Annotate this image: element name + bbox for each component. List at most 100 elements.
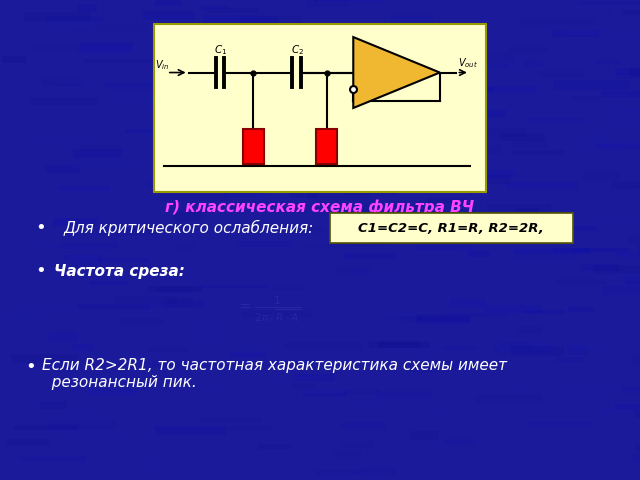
Bar <box>332 449 361 457</box>
Bar <box>499 342 531 347</box>
Bar <box>65 435 124 440</box>
Bar <box>597 60 619 64</box>
Bar <box>292 178 327 182</box>
Bar <box>416 183 465 188</box>
Bar <box>346 238 388 247</box>
Bar <box>190 63 250 71</box>
Bar <box>155 0 182 6</box>
Bar <box>143 11 195 21</box>
Bar <box>500 132 545 142</box>
Bar <box>509 47 548 53</box>
Bar <box>637 245 640 254</box>
Text: $R_1$: $R_1$ <box>249 142 262 156</box>
Bar <box>556 358 584 362</box>
Bar <box>615 404 640 408</box>
Bar <box>568 346 588 355</box>
Bar <box>412 223 473 228</box>
Bar <box>172 173 214 180</box>
Bar <box>152 361 222 367</box>
Bar <box>193 336 214 343</box>
Bar <box>193 116 241 121</box>
Bar <box>478 128 527 137</box>
Bar <box>379 35 410 42</box>
Bar <box>292 96 323 103</box>
Bar <box>90 281 128 285</box>
Bar <box>526 311 565 314</box>
Bar <box>295 374 335 381</box>
Bar <box>67 254 99 261</box>
Bar <box>392 433 411 441</box>
Bar <box>68 408 102 413</box>
Bar <box>353 204 423 211</box>
Bar <box>449 299 486 308</box>
Bar <box>616 72 640 79</box>
Bar <box>45 166 79 173</box>
Bar <box>225 191 266 197</box>
Bar <box>590 133 618 141</box>
Bar <box>342 389 380 395</box>
Bar <box>45 16 102 22</box>
Bar <box>599 142 640 146</box>
Bar <box>428 27 479 34</box>
Bar <box>625 276 640 285</box>
Bar <box>3 313 45 320</box>
Bar <box>382 315 445 320</box>
Bar <box>79 42 133 50</box>
Bar <box>316 129 337 164</box>
Bar <box>192 325 234 331</box>
Bar <box>188 131 238 137</box>
Bar <box>600 144 623 150</box>
Bar <box>402 195 473 200</box>
Bar <box>445 312 507 317</box>
Bar <box>80 146 124 151</box>
Bar <box>264 135 318 142</box>
Bar <box>168 298 193 307</box>
Bar <box>269 168 311 173</box>
Bar <box>307 0 348 7</box>
Bar <box>316 470 362 475</box>
Bar <box>216 77 260 82</box>
Bar <box>487 204 550 211</box>
Bar <box>553 248 628 253</box>
Bar <box>346 165 407 174</box>
Bar <box>579 1 640 5</box>
Bar <box>375 233 429 237</box>
Bar <box>390 15 433 24</box>
Bar <box>307 192 369 200</box>
Bar <box>200 285 268 288</box>
Bar <box>604 244 640 252</box>
Bar <box>200 417 262 422</box>
Bar <box>528 337 602 346</box>
Bar <box>600 409 638 414</box>
Bar <box>154 24 486 192</box>
Bar <box>630 68 640 77</box>
Bar <box>539 226 594 230</box>
Bar <box>511 139 547 146</box>
Bar <box>49 332 77 341</box>
Bar <box>408 224 461 233</box>
Bar <box>615 273 640 280</box>
Bar <box>611 119 640 126</box>
Bar <box>402 311 429 319</box>
Bar <box>312 63 337 72</box>
Bar <box>418 314 468 321</box>
Bar <box>552 227 599 231</box>
Bar <box>336 265 372 273</box>
Bar <box>49 21 92 28</box>
Bar <box>509 251 577 260</box>
Bar <box>314 0 385 2</box>
Bar <box>602 286 640 295</box>
Bar <box>162 300 203 308</box>
Bar <box>255 194 305 202</box>
Text: C1=C2=C, R1=R, R2=2R,: C1=C2=C, R1=R, R2=2R, <box>358 221 544 235</box>
Bar <box>21 307 77 314</box>
Bar <box>632 454 640 461</box>
Bar <box>25 136 98 141</box>
Bar <box>405 348 433 356</box>
Bar <box>634 444 640 450</box>
Bar <box>92 375 152 382</box>
Bar <box>511 346 564 356</box>
Bar <box>238 23 314 29</box>
Bar <box>180 211 207 219</box>
Bar <box>615 252 640 257</box>
